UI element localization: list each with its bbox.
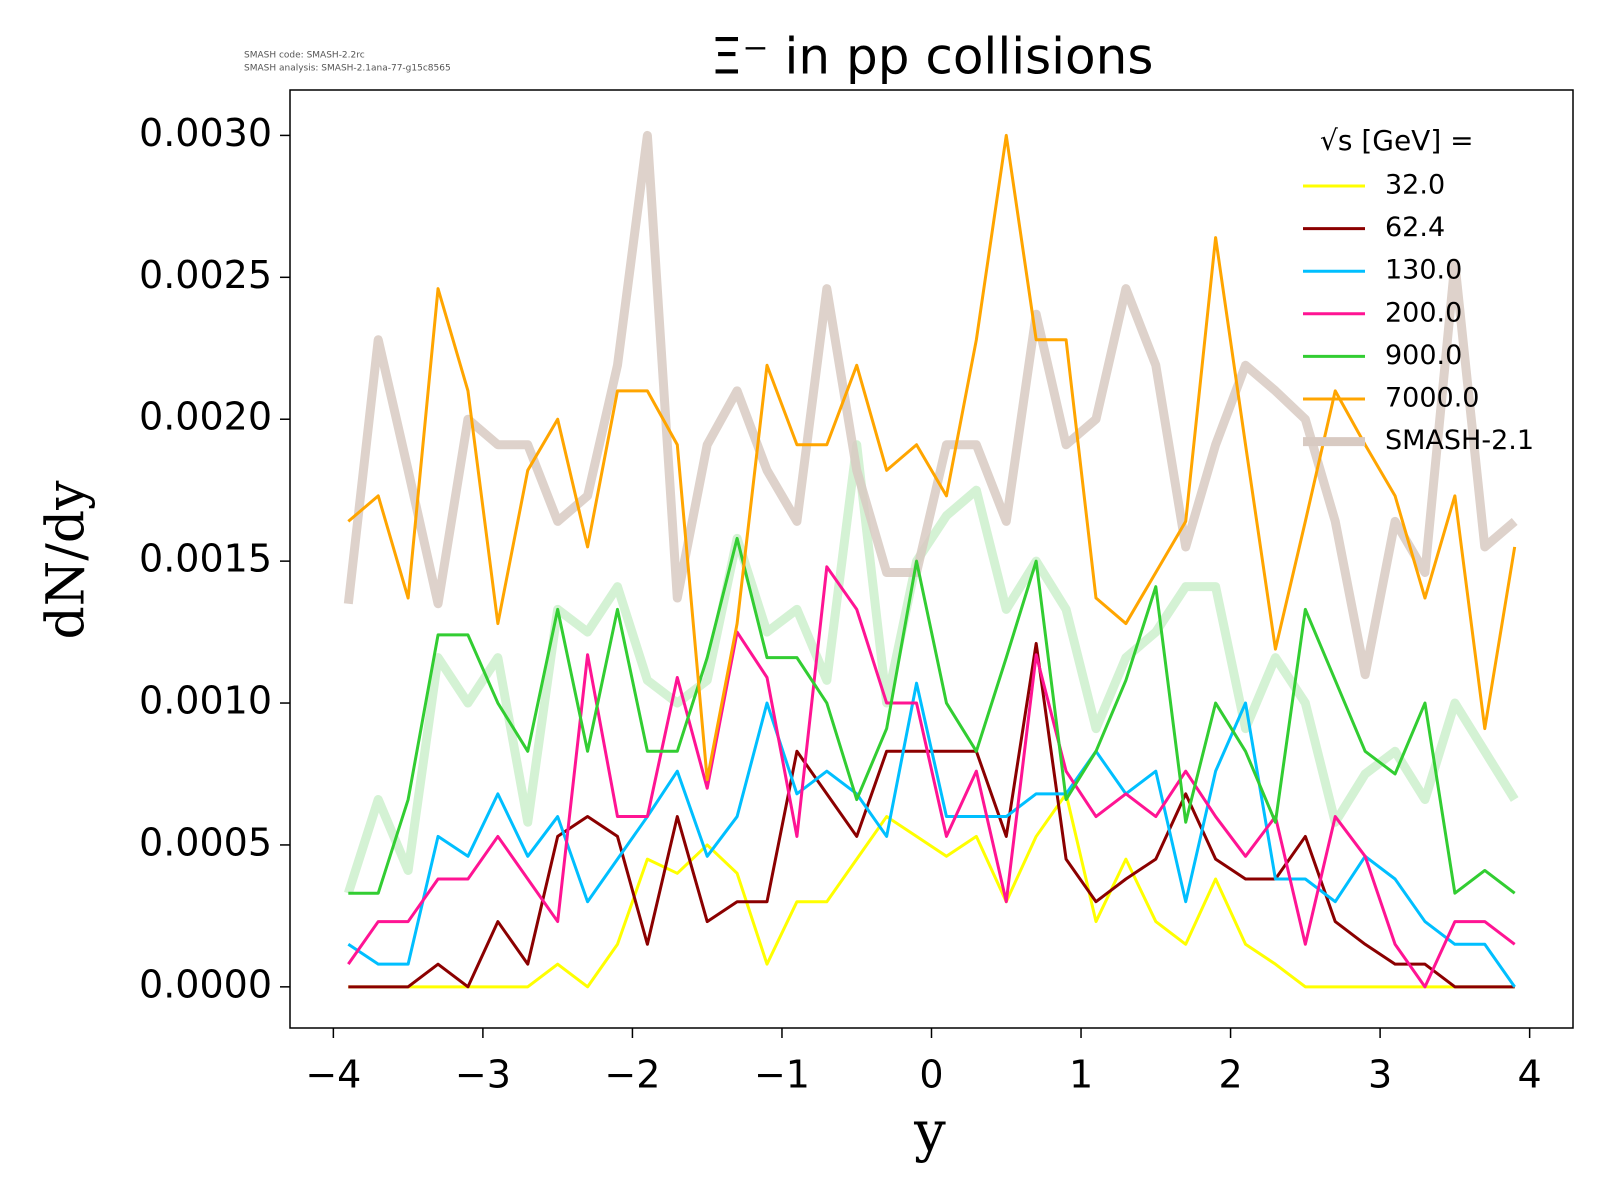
x-tick-label: 0 — [919, 1053, 943, 1097]
x-tick-label: −4 — [305, 1053, 361, 1097]
x-tick-label: −2 — [604, 1053, 660, 1097]
y-tick-label: 0.0010 — [139, 679, 272, 723]
version-note: SMASH analysis: SMASH-2.1ana-77-g15c8565 — [244, 64, 451, 74]
legend-label: 130.0 — [1385, 255, 1462, 286]
series-line — [347, 565, 1516, 989]
x-tick-label: 2 — [1218, 1053, 1242, 1097]
x-tick-label: 1 — [1069, 1053, 1093, 1097]
y-tick-label: 0.0005 — [139, 820, 272, 864]
series-line — [347, 681, 1516, 988]
x-axis-label: y — [913, 1100, 946, 1165]
x-tick-label: 3 — [1368, 1053, 1392, 1097]
y-tick-label: 0.0000 — [139, 962, 272, 1006]
series-line — [348, 792, 1515, 989]
legend-label: 7000.0 — [1385, 383, 1479, 414]
legend-label: 200.0 — [1385, 297, 1462, 328]
x-tick-label: −1 — [754, 1053, 810, 1097]
y-axis-label: dN/dy — [37, 480, 97, 640]
version-note: SMASH code: SMASH-2.2rc — [244, 51, 365, 61]
y-tick-label: 0.0020 — [139, 395, 272, 439]
reference-line — [343, 130, 1518, 680]
chart-title: Ξ⁻ in pp collisions — [711, 28, 1154, 86]
series-line — [347, 133, 1517, 782]
legend-label: 62.4 — [1385, 212, 1445, 243]
legend-label: 900.0 — [1385, 340, 1462, 371]
x-tick-label: −3 — [455, 1053, 511, 1097]
y-tick-label: 0.0015 — [139, 537, 272, 581]
x-tick-label: 4 — [1518, 1053, 1542, 1097]
reference-line — [344, 440, 1519, 895]
y-tick-label: 0.0030 — [139, 111, 272, 155]
plot-frame — [289, 89, 1574, 1029]
series-line — [348, 536, 1516, 895]
legend-title: √s [GeV] = — [1320, 124, 1474, 157]
legend-label: 32.0 — [1385, 170, 1445, 201]
legend-label: SMASH-2.1 — [1385, 425, 1534, 456]
y-tick-label: 0.0025 — [139, 253, 272, 297]
